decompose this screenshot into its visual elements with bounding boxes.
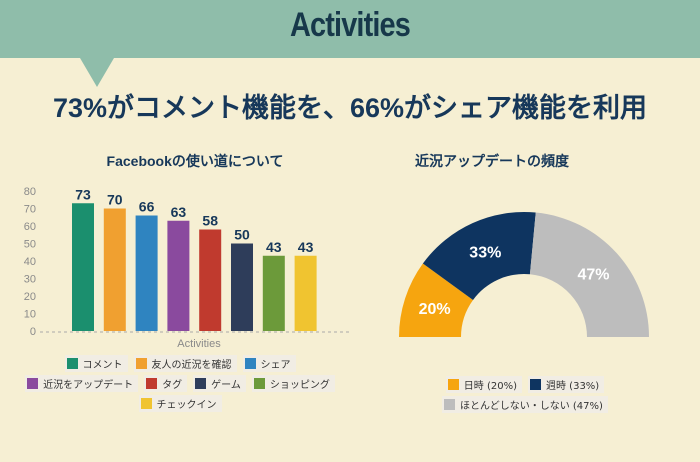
donut-legend: 日時 (20%) 週時 (33%) ほとんどしない・しない (47%) [365,376,685,413]
page-title: Activities [289,6,411,44]
legend-swatch [530,379,541,390]
legend-item[interactable]: シェア [242,355,296,372]
legend-label: ゲーム [211,380,241,391]
bar-legend: コメント 友人の近況を確認 シェア近況をアップデート タグ ゲーム ショッピングチェックイ… [15,355,345,412]
headline: 73%がコメント機能を、66%がシェア機能を利用 [52,93,648,123]
donut-slice-label: 20% [419,301,451,318]
legend-swatch [146,378,158,389]
legend-swatch [195,378,207,389]
y-tick-label: 50 [24,239,36,251]
y-tick-label: 60 [24,221,36,233]
donut-slice-1 [399,263,474,337]
legend-swatch [244,358,256,369]
bar-6 [231,243,253,331]
bar-chart-title: Facebookの使い道について [106,153,284,169]
legend-label: シェア [260,360,291,371]
legend-label: コメント [82,360,123,371]
bar-value-label: 43 [298,239,314,255]
legend-swatch [27,378,39,389]
legend-item[interactable]: 週時 (33%) [528,376,605,393]
y-tick-label: 30 [24,274,36,286]
donut-slice-2 [422,212,536,300]
bar-value-label: 73 [75,186,91,202]
bar-value-label: 63 [171,204,187,220]
legend-item[interactable]: チェックイン [138,395,222,412]
legend-label: タグ [162,380,183,391]
legend-swatch [447,379,459,390]
bar-1 [72,203,94,331]
legend-swatch [66,358,78,369]
bar-value-label: 43 [266,239,282,255]
donut-slice-label: 47% [578,267,610,284]
bar-value-label: 66 [139,199,155,215]
legend-item[interactable]: 友人の近況を確認 [133,355,237,372]
legend-label: ほとんどしない・しない (47%) [460,401,603,412]
y-tick-label: 10 [24,309,36,321]
legend-label: チェックイン [156,400,217,411]
legend-swatch [140,398,152,409]
legend-label: 友人の近況を確認 [151,360,232,371]
legend-item[interactable]: 近況をアップデート [25,375,139,392]
donut-chart-title: 近況アップデートの頻度 [415,153,569,169]
legend-swatch [444,399,456,410]
legend-label: 週時 (33%) [546,381,600,392]
bar-8 [294,255,317,331]
bar-value-label: 50 [234,227,250,243]
legend-swatch [253,378,265,389]
bar-2 [103,208,126,331]
y-tick-label: 80 [24,186,36,198]
legend-item[interactable]: タグ [144,375,188,392]
y-tick-label: 20 [24,291,36,303]
legend-swatch [135,358,147,369]
legend-label: 近況をアップデート [43,380,134,391]
legend-item[interactable]: コメント [64,355,128,372]
bar-4 [167,220,190,331]
y-tick-label: 70 [24,204,36,216]
legend-item[interactable]: ゲーム [193,375,246,392]
legend-label: ショッピング [269,380,330,391]
header-pointer [80,58,114,87]
header-band [0,0,700,58]
y-tick-label: 0 [30,326,36,338]
x-axis-label: Activities [177,338,221,350]
legend-item[interactable]: ショッピング [251,375,335,392]
legend-label: 日時 (20%) [463,381,517,392]
bar-value-label: 58 [202,213,218,229]
bar-3 [135,215,158,331]
legend-item[interactable]: ほとんどしない・しない (47%) [442,396,608,413]
y-tick-label: 40 [24,256,36,268]
bar-7 [262,255,285,331]
bar-value-label: 70 [107,192,123,208]
bar-5 [199,229,222,331]
donut-slice-label: 33% [469,244,501,261]
legend-item[interactable]: 日時 (20%) [445,376,522,393]
donut-slice-3 [529,212,649,337]
